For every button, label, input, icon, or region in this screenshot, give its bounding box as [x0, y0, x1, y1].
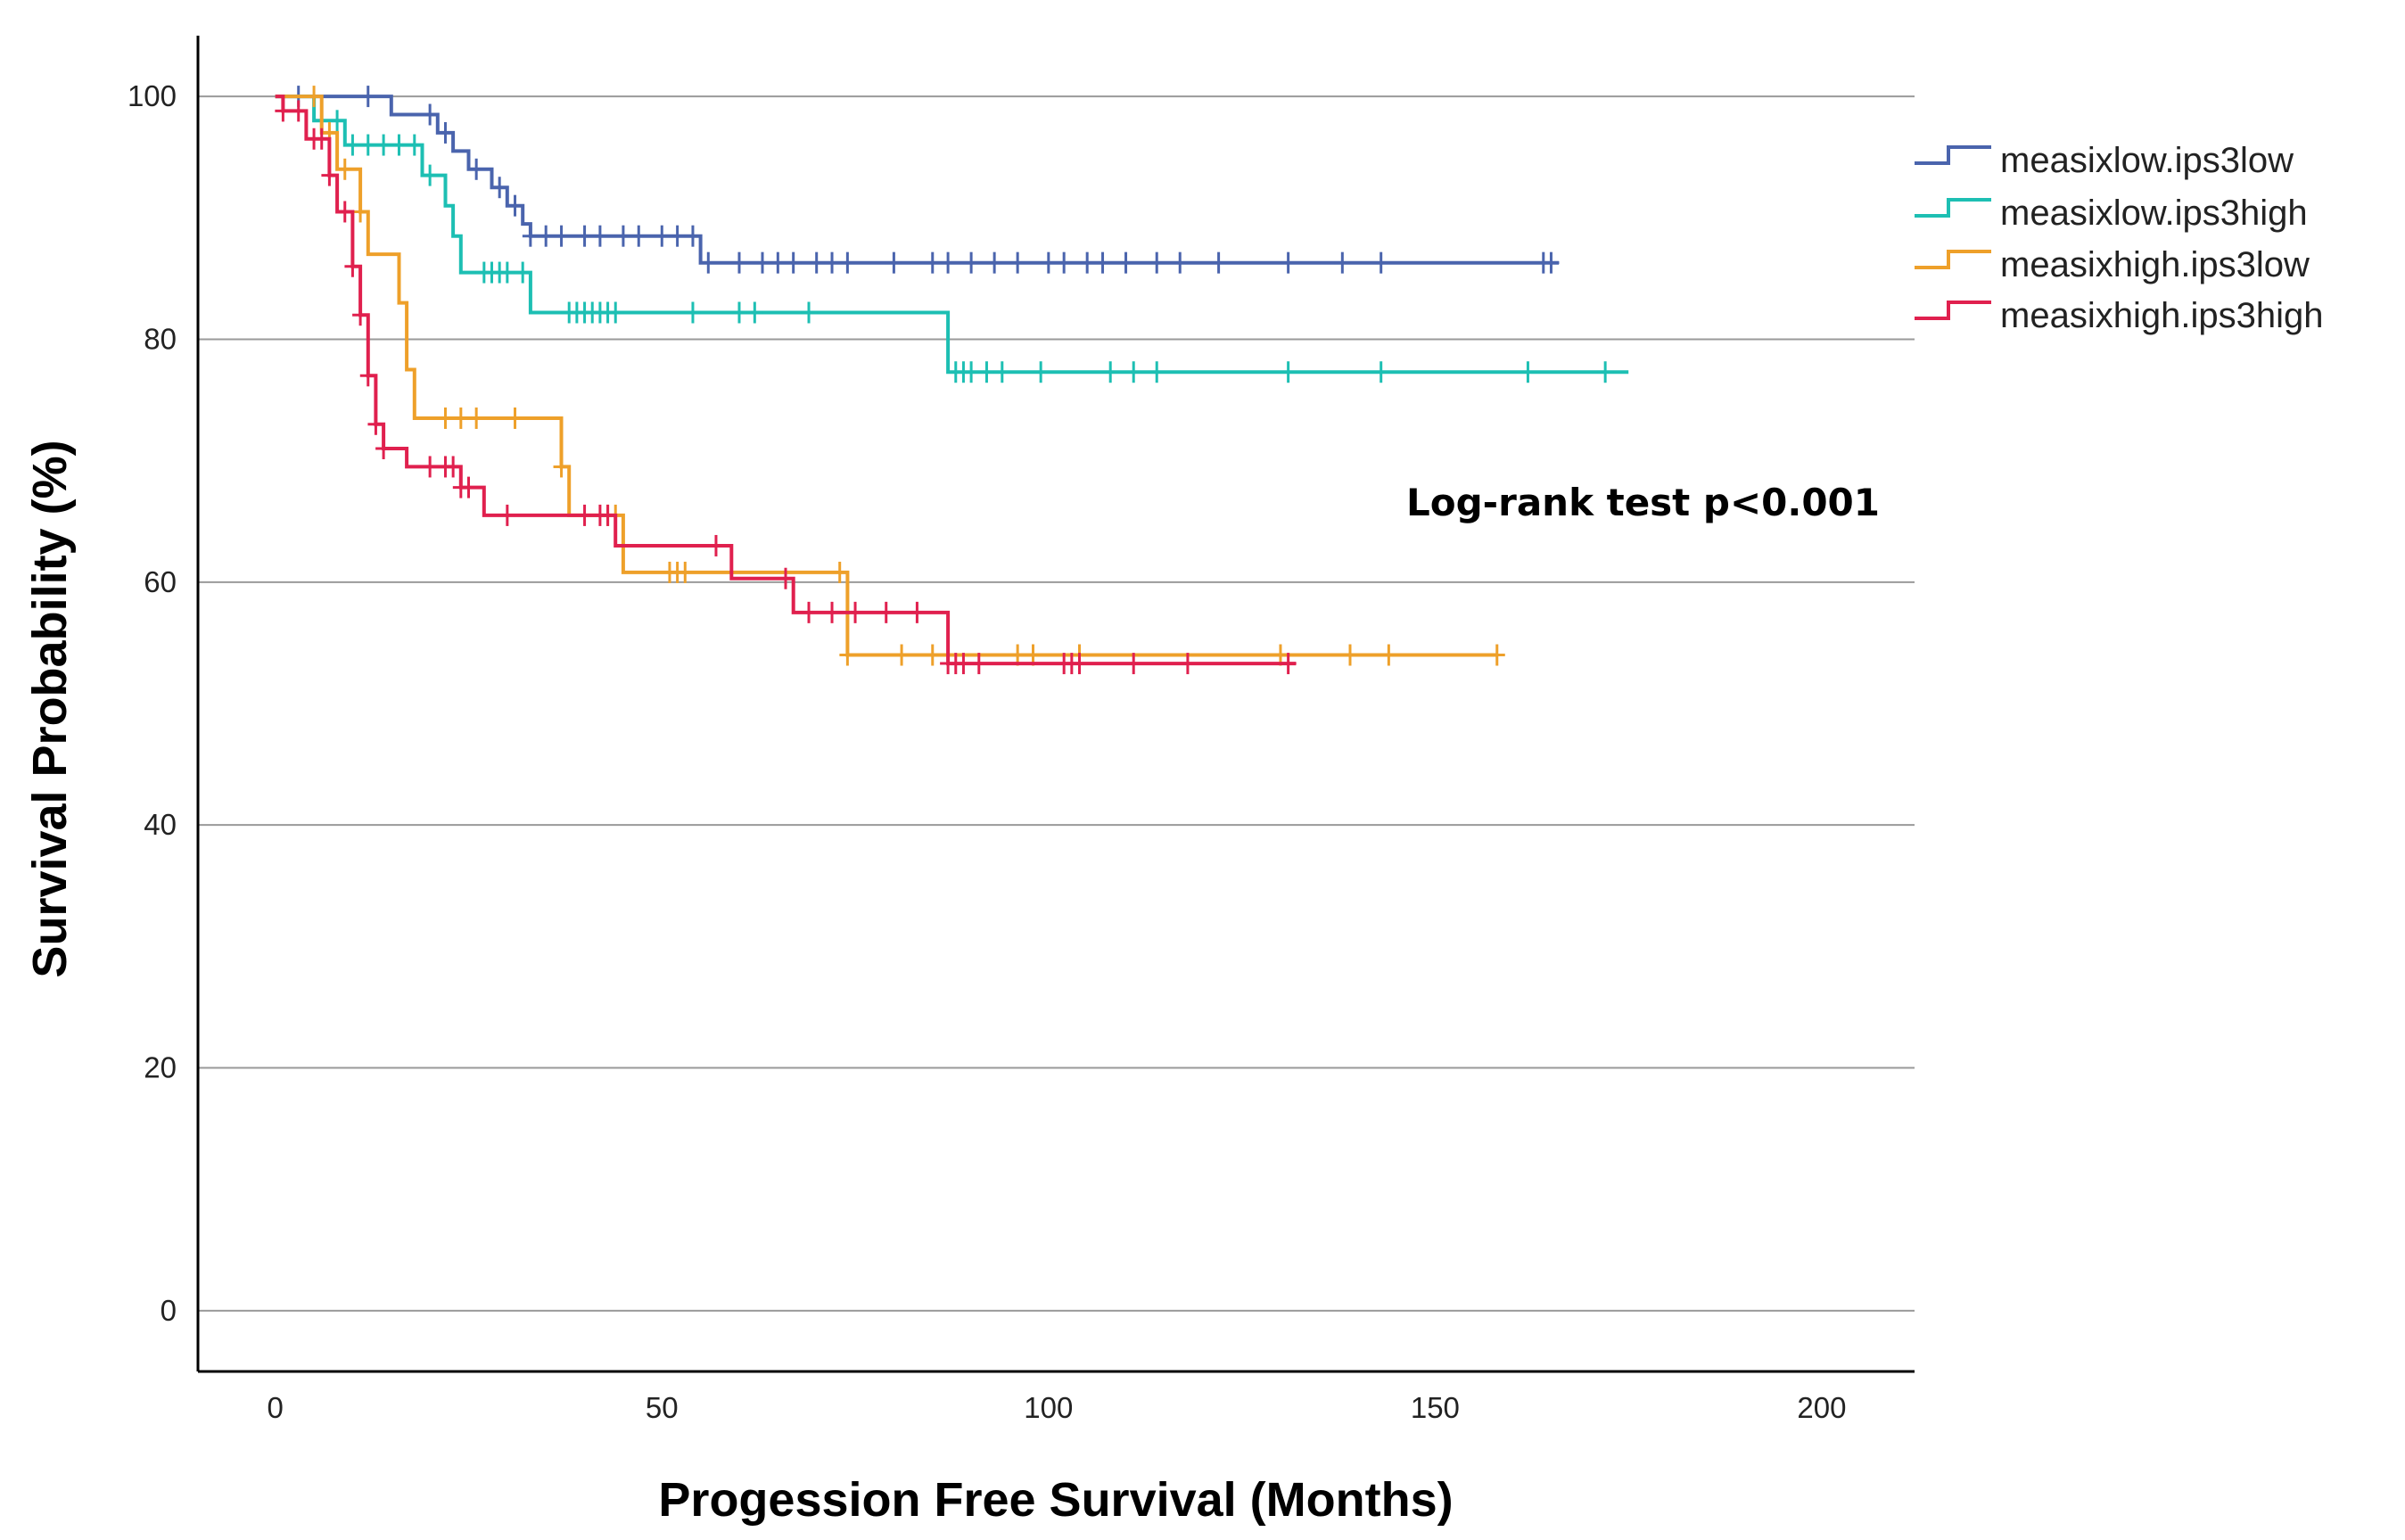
survival-curve: [275, 95, 1497, 657]
y-tick-label: 40: [144, 808, 177, 841]
axes: [196, 36, 1915, 1373]
y-tick-label: 60: [144, 565, 177, 598]
legend-label: measixlow.ips3low: [2000, 141, 2294, 180]
tick-labels: 0 20 40 60 80 100 0 50 100 150 200: [128, 79, 1847, 1424]
legend-swatch-measixlow-ips3high: [1915, 198, 1991, 218]
legend-item: measixlow.ips3high: [1915, 194, 2308, 233]
legend-item: measixlow.ips3low: [1915, 141, 2294, 180]
series-measixlow-ips3low: [275, 86, 1560, 274]
y-tick-label: 20: [144, 1051, 177, 1084]
legend-swatch-measixhigh-ips3high: [1915, 301, 1991, 320]
y-tick-label: 0: [161, 1294, 177, 1327]
series-measixlow-ips3high: [275, 95, 1629, 383]
legend-label: measixhigh.ips3high: [2000, 296, 2323, 335]
x-axis-title: Progession Free Survival (Months): [658, 1473, 1453, 1527]
series-measixhigh-ips3low: [275, 86, 1505, 666]
legend-swatch-measixlow-ips3low: [1915, 145, 1991, 165]
x-tick-label: 100: [1024, 1391, 1073, 1424]
legend-label: measixhigh.ips3low: [2000, 245, 2310, 284]
y-axis-title: Survival Probability (%): [23, 440, 77, 977]
survival-curves: [275, 86, 1629, 675]
legend-item: measixhigh.ips3low: [1915, 245, 2310, 284]
x-tick-label: 200: [1797, 1391, 1846, 1424]
survival-curve: [275, 95, 1629, 375]
y-tick-label: 80: [144, 322, 177, 355]
log-rank-annotation: Log-rank test p<0.001: [1406, 481, 1880, 524]
x-tick-label: 50: [646, 1391, 679, 1424]
legend-label: measixlow.ips3high: [2000, 194, 2308, 233]
legend: measixlow.ips3low measixlow.ips3high mea…: [1915, 141, 2323, 335]
legend-swatch-measixhigh-ips3low: [1915, 250, 1991, 269]
x-tick-label: 0: [268, 1391, 284, 1424]
series-measixhigh-ips3high: [275, 95, 1297, 675]
x-tick-label: 150: [1411, 1391, 1460, 1424]
survival-curve: [275, 95, 1560, 265]
legend-item: measixhigh.ips3high: [1915, 296, 2323, 335]
y-tick-label: 100: [128, 79, 177, 112]
gridlines: [198, 95, 1915, 1312]
